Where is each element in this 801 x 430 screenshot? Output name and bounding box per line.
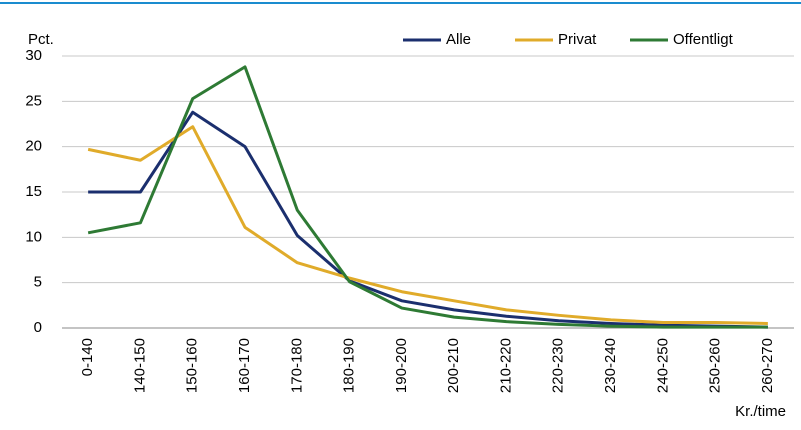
- legend-label: Alle: [446, 31, 471, 48]
- x-tick-label: 180-190: [341, 338, 358, 393]
- y-tick-label: 25: [25, 92, 42, 109]
- x-tick-label: 160-170: [236, 338, 253, 393]
- x-tick-label: 190-200: [393, 338, 410, 393]
- x-tick-label: 230-240: [602, 338, 619, 393]
- legend-label: Privat: [558, 31, 597, 48]
- x-tick-label: 250-260: [707, 338, 724, 393]
- series-line: [88, 110, 768, 329]
- x-tick-label: 0-140: [79, 338, 96, 376]
- y-tick-label: 5: [34, 274, 42, 291]
- series-line: [87, 65, 768, 329]
- x-tick-label: 200-210: [445, 338, 462, 393]
- legend-label: Offentligt: [673, 31, 734, 48]
- y-tick-label: 0: [34, 319, 42, 336]
- y-tick-label: 10: [25, 228, 42, 245]
- x-tick-label: 240-250: [654, 338, 671, 393]
- y-tick-label: 15: [25, 183, 42, 200]
- y-tick-label: 30: [25, 47, 42, 64]
- x-tick-label: 170-180: [288, 338, 305, 393]
- x-tick-label: 150-160: [184, 338, 201, 393]
- y-axis-label: Pct.: [28, 31, 54, 48]
- series-line: [87, 125, 768, 325]
- x-tick-label: 140-150: [131, 338, 148, 393]
- x-tick-label: 210-220: [497, 338, 514, 393]
- x-tick-label: 260-270: [759, 338, 776, 393]
- x-axis-label: Kr./time: [735, 403, 786, 420]
- x-tick-label: 220-230: [550, 338, 567, 393]
- y-tick-label: 20: [25, 138, 42, 155]
